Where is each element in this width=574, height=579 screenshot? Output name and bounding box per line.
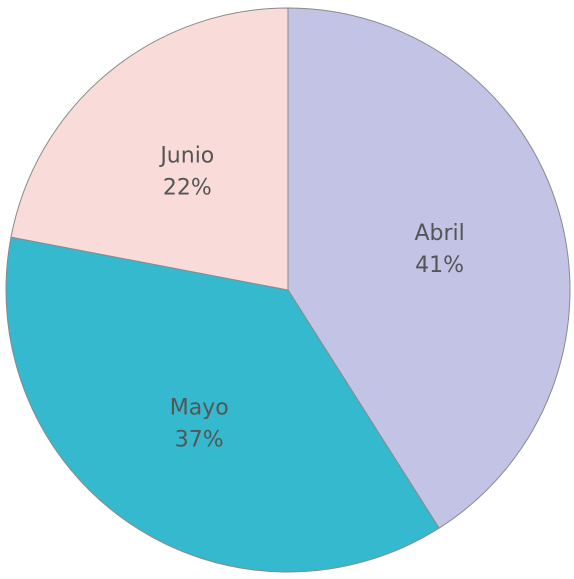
pie-slice-junio [10,7,289,291]
slice-percent-junio: 22% [163,175,212,200]
pie-slices [5,7,571,573]
slice-percent-mayo: 37% [175,428,224,453]
slice-label-junio: Junio [158,143,214,168]
slice-label-mayo: Mayo [170,396,229,421]
slice-percent-abril: 41% [415,253,464,278]
slice-label-abril: Abril [414,221,464,246]
pie-slice-abril [287,7,571,529]
pie-slice-mayo [5,236,440,573]
pie-labels: Abril 41% Mayo 37% Junio 22% [158,143,464,452]
